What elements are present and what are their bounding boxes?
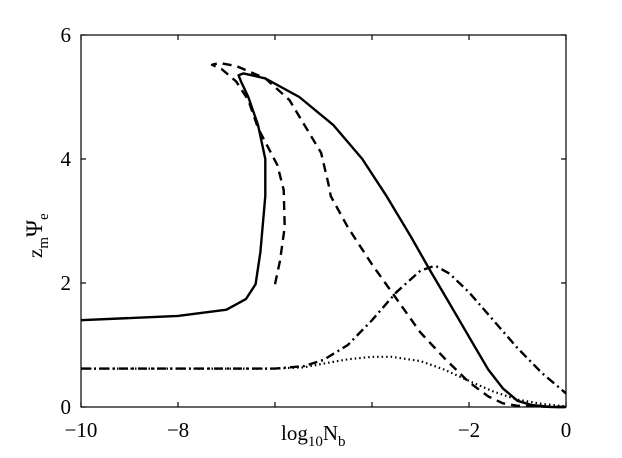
- plot-lines: [80, 61, 567, 409]
- series-line-dashed: [210, 61, 566, 409]
- series-line-solid: [80, 72, 566, 409]
- y-axis-label-sub1: m: [36, 237, 52, 249]
- y-tick-label: 2: [61, 271, 72, 295]
- x-axis-label-sub1: 10: [308, 434, 323, 450]
- x-tick-label: 0: [561, 418, 572, 442]
- x-axis-label-base: log: [281, 421, 308, 445]
- x-axis-label-main: N: [323, 421, 338, 445]
- y-tick-label: 0: [61, 395, 72, 419]
- x-axis-label-sub2: b: [338, 434, 346, 450]
- x-axis-label: log10Nb: [281, 421, 346, 450]
- y-axis-label-base: z: [23, 249, 47, 258]
- x-tick-label: −10: [65, 418, 98, 442]
- axes-frame: [80, 34, 567, 408]
- y-axis-label-sub2: e: [36, 213, 52, 220]
- y-axis-label-main: Ψ: [22, 220, 47, 237]
- axis-ticks: [80, 34, 567, 408]
- y-tick-label: 4: [61, 147, 72, 171]
- y-tick-label: 6: [61, 23, 72, 47]
- x-tick-label: −2: [458, 418, 480, 442]
- x-tick-label: −8: [167, 418, 189, 442]
- tick-labels: −10 −8 −2 0 0 2 4 6: [61, 23, 572, 442]
- y-axis-label: zmΨe: [22, 213, 52, 258]
- series-line-dotted: [81, 355, 567, 408]
